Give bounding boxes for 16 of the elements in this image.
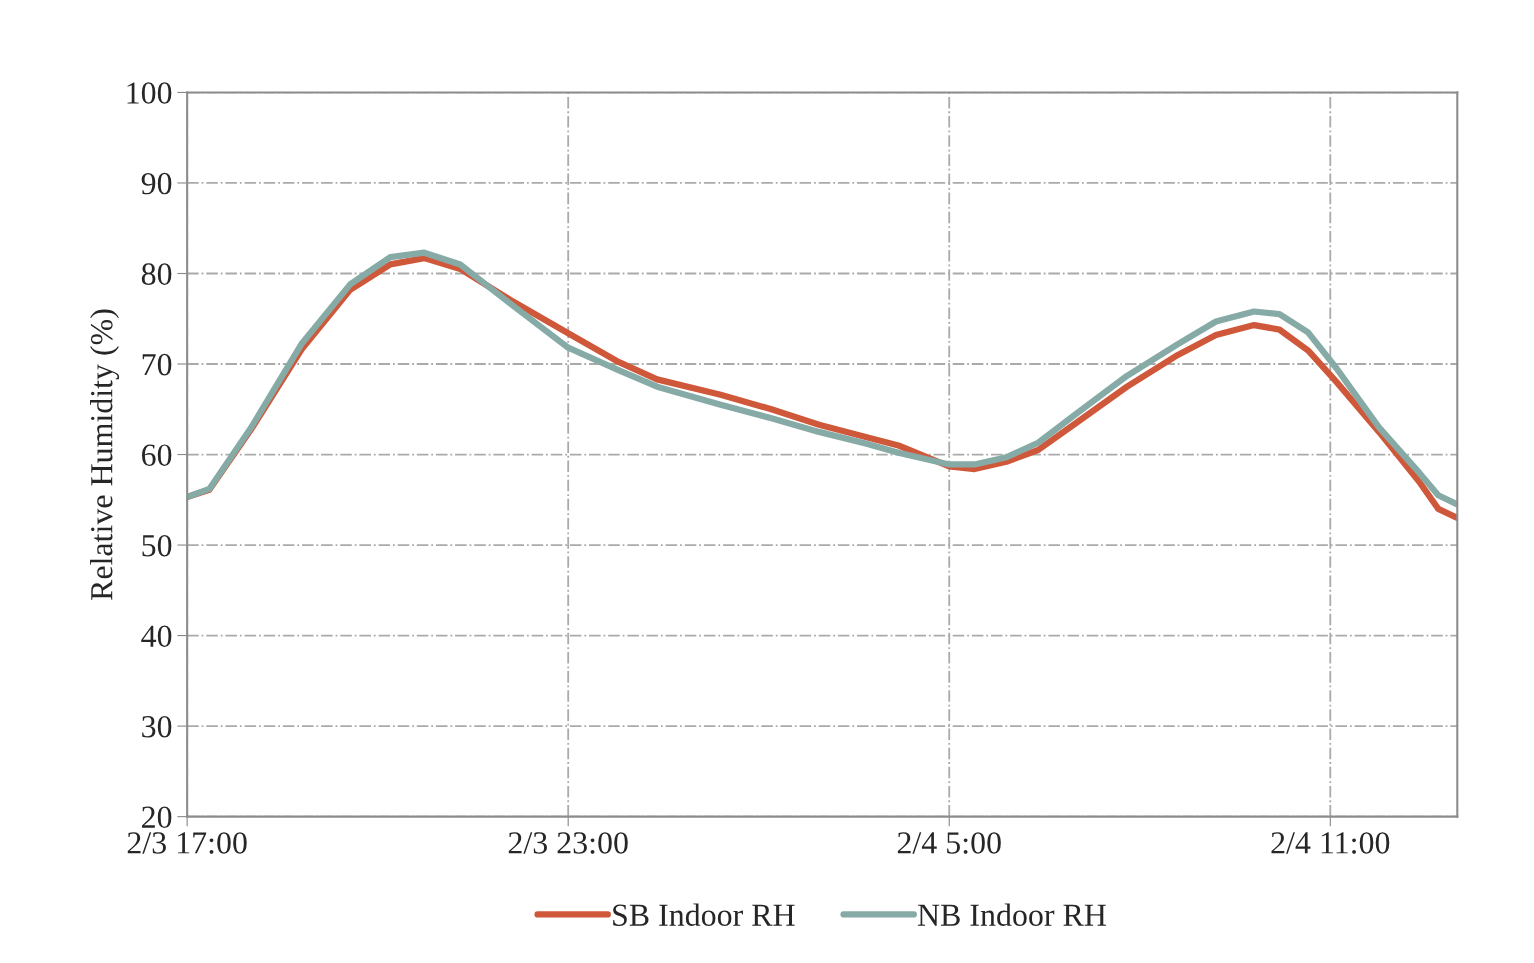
y-tick-label: 90 xyxy=(141,172,172,195)
y-tick-label: 80 xyxy=(141,263,172,285)
x-tick-label: 2/4 5:00 xyxy=(897,832,1001,854)
y-tick-label: 20 xyxy=(142,806,172,829)
x-tick-label: 2/3 17:00 xyxy=(127,832,247,854)
y-tick-label: 60 xyxy=(141,444,172,466)
y-tick-label: 40 xyxy=(141,625,172,647)
y-tick-label: 100 xyxy=(127,82,172,104)
y-tick-label: 50 xyxy=(142,534,172,557)
legend-label: NB Indoor RH xyxy=(917,903,1106,926)
y-axis-title: Relative Humidity (%) xyxy=(90,309,120,600)
x-tick-label: 2/3 23:00 xyxy=(508,832,628,854)
y-tick-label: 30 xyxy=(142,715,172,738)
y-tick-label: 70 xyxy=(142,353,172,376)
legend-label: SB Indoor RH xyxy=(613,903,795,926)
x-tick-label: 2/4 11:00 xyxy=(1271,832,1390,854)
